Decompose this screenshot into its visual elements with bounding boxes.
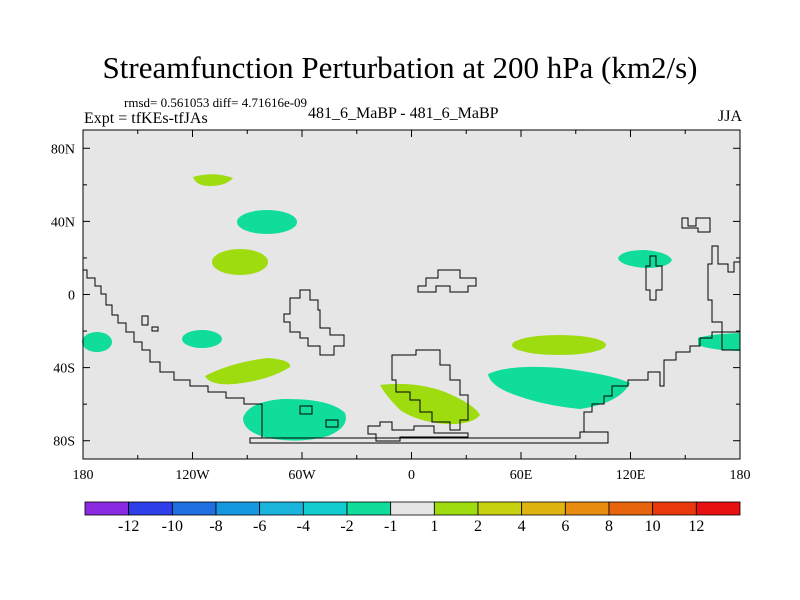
- chart-title: Streamfunction Perturbation at 200 hPa (…: [102, 50, 698, 85]
- coastline-indian-ocean: [580, 331, 740, 433]
- x-tick-label: 60W: [288, 468, 316, 483]
- x-tick-label: 120W: [175, 468, 210, 483]
- y-tick-label: 80N: [51, 142, 75, 157]
- colorbar-label: 10: [645, 518, 661, 535]
- colorbar-swatch: [302, 501, 348, 516]
- coastline-east-asia: [707, 245, 740, 351]
- coastline-small-island-2: [325, 419, 339, 428]
- colorbar-label: -4: [297, 518, 310, 535]
- anomaly-patch: [182, 330, 222, 348]
- x-tick-label: 0: [408, 468, 415, 483]
- y-tick-label: 40S: [53, 362, 75, 377]
- colorbar-swatch: [521, 501, 566, 516]
- coastline-antarctic-peninsula: [367, 421, 469, 442]
- colorbar-label: -8: [209, 518, 222, 535]
- colorbar-label: 2: [474, 518, 482, 535]
- colorbar-swatch: [608, 501, 654, 516]
- rmsd-stats: rmsd= 0.561053 diff= 4.71616e-09: [124, 95, 308, 110]
- anomaly-patch: [212, 249, 268, 275]
- colorbar-label: -6: [253, 518, 266, 535]
- colorbar-label: 12: [688, 518, 704, 535]
- x-axis: 180 120W 60W 0 60E 120E 180: [73, 130, 751, 483]
- colorbar-swatch: [564, 501, 610, 516]
- experiment-label: Expt = tfKEs-tfJAs: [84, 110, 208, 127]
- coastline-antarctica: [249, 431, 609, 444]
- y-tick-label: 80S: [53, 435, 75, 450]
- x-tick-label: 60E: [510, 468, 533, 483]
- coastline-americas-west: [83, 269, 263, 438]
- colorbar: -12 -10 -8 -6 -4 -2 -1 1 2 4 6 8 10 12: [84, 501, 741, 535]
- coastline-island-2: [151, 326, 159, 332]
- y-axis: 80N 40N 0 40S 80S: [51, 142, 740, 450]
- colorbar-label: 8: [605, 518, 613, 535]
- anomaly-patch: [380, 383, 480, 425]
- coastline-south-america: [283, 289, 345, 356]
- coastline-europe: [417, 269, 477, 293]
- season-label: JJA: [717, 108, 742, 125]
- colorbar-label: -1: [384, 518, 397, 535]
- y-tick-label: 40N: [51, 215, 75, 230]
- coastline-africa: [391, 349, 469, 431]
- colorbar-swatch: [652, 501, 697, 516]
- colorbar-swatch: [171, 501, 217, 516]
- anomaly-patch: [205, 358, 291, 385]
- colorbar-swatch: [390, 501, 435, 516]
- anomaly-patch: [193, 174, 233, 186]
- coastline-small-island: [299, 405, 313, 415]
- x-tick-label: 120E: [616, 468, 646, 483]
- anomaly-patch: [488, 366, 630, 409]
- colorbar-swatch: [346, 501, 392, 516]
- colorbar-swatch: [477, 501, 523, 516]
- anomaly-patch: [618, 250, 672, 268]
- y-tick-label: 0: [68, 289, 75, 304]
- colorbar-swatch: [259, 501, 304, 516]
- anomaly-patch: [512, 335, 606, 355]
- colorbar-swatch: [695, 501, 741, 516]
- colorbar-swatch: [215, 501, 261, 516]
- coastline-japan: [681, 217, 711, 233]
- colorbar-label: -2: [340, 518, 353, 535]
- anomaly-patch: [82, 332, 112, 352]
- colorbar-swatch: [84, 501, 130, 516]
- x-tick-label: 180: [730, 468, 751, 483]
- colorbar-swatch: [128, 501, 173, 516]
- coastline-island-1: [141, 315, 149, 326]
- coastline-indonesia: [645, 255, 663, 301]
- anomaly-patch: [243, 398, 346, 441]
- anomaly-layer: [82, 174, 740, 441]
- coastline-layer: [83, 217, 740, 444]
- runs-label: 481_6_MaBP - 481_6_MaBP: [308, 105, 499, 122]
- colorbar-label: 1: [430, 518, 438, 535]
- colorbar-swatch: [433, 501, 479, 516]
- colorbar-label: -10: [162, 518, 183, 535]
- colorbar-label: -12: [118, 518, 139, 535]
- x-tick-label: 180: [73, 468, 94, 483]
- colorbar-label: 4: [518, 518, 526, 535]
- colorbar-label: 6: [561, 518, 569, 535]
- anomaly-patch: [237, 210, 297, 234]
